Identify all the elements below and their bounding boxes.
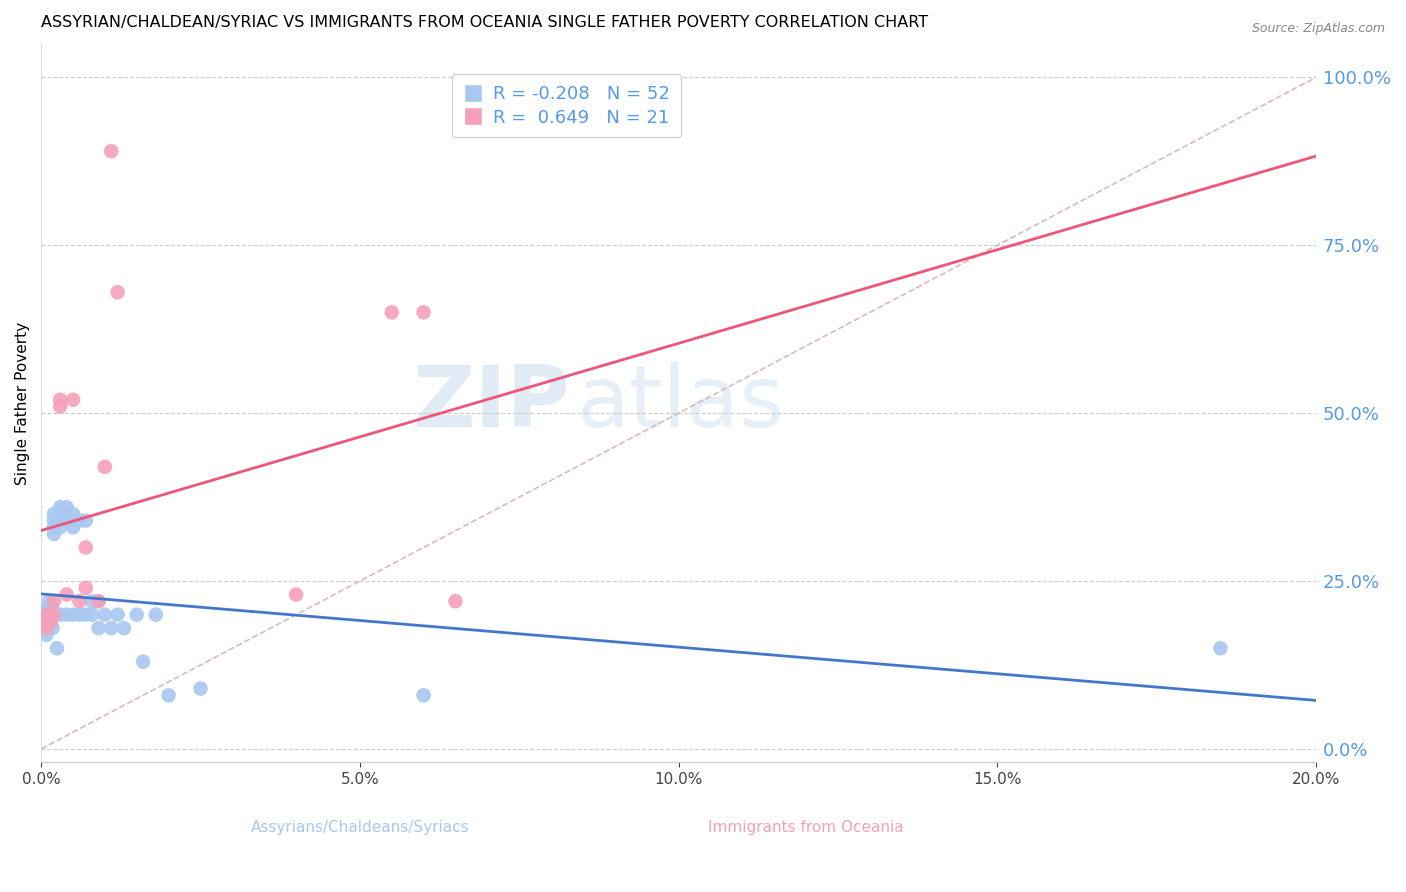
- Point: [107, 607, 129, 622]
- Point: [87, 621, 110, 635]
- Point: [34, 615, 56, 629]
- Point: [125, 607, 148, 622]
- Y-axis label: Single Father Poverty: Single Father Poverty: [15, 321, 30, 484]
- Point: [75, 581, 97, 595]
- Point: [37, 615, 59, 629]
- Text: Assyrians/Chaldeans/Syriacs: Assyrians/Chaldeans/Syriacs: [250, 820, 470, 835]
- Point: [49, 507, 72, 521]
- Point: [75, 607, 97, 622]
- Point: [62, 392, 84, 407]
- Point: [44, 607, 66, 622]
- Text: Source: ZipAtlas.com: Source: ZipAtlas.com: [1251, 22, 1385, 36]
- Point: [145, 607, 167, 622]
- Point: [94, 607, 117, 622]
- Point: [107, 285, 129, 300]
- Point: [39, 615, 62, 629]
- Point: [37, 607, 59, 622]
- Text: ASSYRIAN/CHALDEAN/SYRIAC VS IMMIGRANTS FROM OCEANIA SINGLE FATHER POVERTY CORREL: ASSYRIAN/CHALDEAN/SYRIAC VS IMMIGRANTS F…: [41, 15, 928, 30]
- Point: [112, 621, 135, 635]
- Point: [87, 594, 110, 608]
- Legend: R = -0.208   N = 52, R =  0.649   N = 21: R = -0.208 N = 52, R = 0.649 N = 21: [451, 74, 681, 137]
- Point: [34, 607, 56, 622]
- Text: atlas: atlas: [576, 361, 785, 444]
- Point: [42, 594, 65, 608]
- Point: [41, 621, 63, 635]
- Point: [32, 621, 55, 635]
- Point: [157, 688, 180, 702]
- Point: [67, 594, 90, 608]
- Point: [41, 601, 63, 615]
- Point: [94, 459, 117, 474]
- Point: [55, 514, 77, 528]
- Point: [42, 514, 65, 528]
- Point: [37, 601, 59, 615]
- Point: [39, 607, 62, 622]
- Text: ZIP: ZIP: [412, 361, 571, 444]
- Point: [39, 615, 62, 629]
- Point: [49, 500, 72, 515]
- Point: [55, 607, 77, 622]
- Point: [444, 594, 467, 608]
- Point: [412, 305, 434, 319]
- Point: [35, 621, 58, 635]
- Point: [42, 527, 65, 541]
- Point: [49, 520, 72, 534]
- Point: [62, 607, 84, 622]
- Text: Immigrants from Oceania: Immigrants from Oceania: [709, 820, 904, 835]
- Point: [37, 621, 59, 635]
- Point: [35, 628, 58, 642]
- Point: [38, 607, 60, 622]
- Point: [62, 520, 84, 534]
- Point: [42, 520, 65, 534]
- Point: [82, 594, 104, 608]
- Point: [42, 607, 65, 622]
- Point: [132, 655, 155, 669]
- Point: [75, 514, 97, 528]
- Point: [100, 144, 122, 158]
- Point: [100, 621, 122, 635]
- Point: [67, 607, 90, 622]
- Point: [1209, 641, 1232, 656]
- Point: [55, 587, 77, 601]
- Point: [38, 594, 60, 608]
- Point: [46, 641, 69, 656]
- Point: [39, 607, 62, 622]
- Point: [49, 392, 72, 407]
- Point: [381, 305, 404, 319]
- Point: [35, 615, 58, 629]
- Point: [285, 587, 308, 601]
- Point: [39, 615, 62, 629]
- Point: [82, 607, 104, 622]
- Point: [34, 615, 56, 629]
- Point: [67, 514, 90, 528]
- Point: [190, 681, 212, 696]
- Point: [75, 541, 97, 555]
- Point: [412, 688, 434, 702]
- Point: [37, 607, 59, 622]
- Point: [49, 607, 72, 622]
- Point: [62, 507, 84, 521]
- Point: [55, 500, 77, 515]
- Point: [49, 400, 72, 414]
- Point: [42, 507, 65, 521]
- Point: [87, 594, 110, 608]
